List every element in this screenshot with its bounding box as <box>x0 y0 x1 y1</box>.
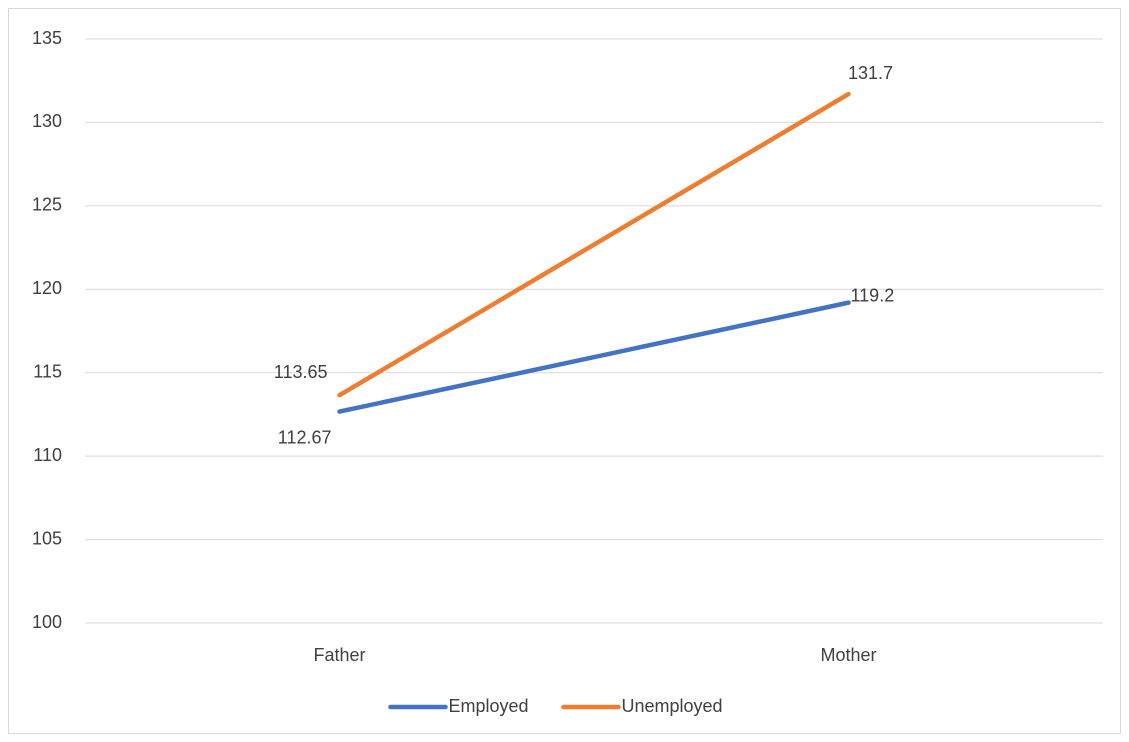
legend-label: Employed <box>449 696 529 716</box>
y-tick-label: 130 <box>32 111 62 131</box>
chart-border <box>8 8 1121 734</box>
data-label: 119.2 <box>851 285 895 305</box>
y-tick-label: 125 <box>32 195 62 215</box>
data-label: 113.65 <box>274 362 328 382</box>
y-tick-label: 135 <box>32 28 62 48</box>
x-tick-label: Father <box>313 645 365 665</box>
data-label: 131.7 <box>848 63 893 83</box>
y-tick-label: 120 <box>32 278 62 298</box>
y-tick-label: 115 <box>33 361 62 381</box>
legend-label: Unemployed <box>622 696 723 716</box>
x-tick-label: Mother <box>820 645 876 665</box>
y-tick-label: 105 <box>32 528 62 548</box>
series-line <box>337 300 851 414</box>
y-tick-label: 100 <box>32 612 62 632</box>
data-label: 112.67 <box>278 427 332 447</box>
y-tick-label: 110 <box>33 445 62 465</box>
series-line <box>337 91 851 398</box>
